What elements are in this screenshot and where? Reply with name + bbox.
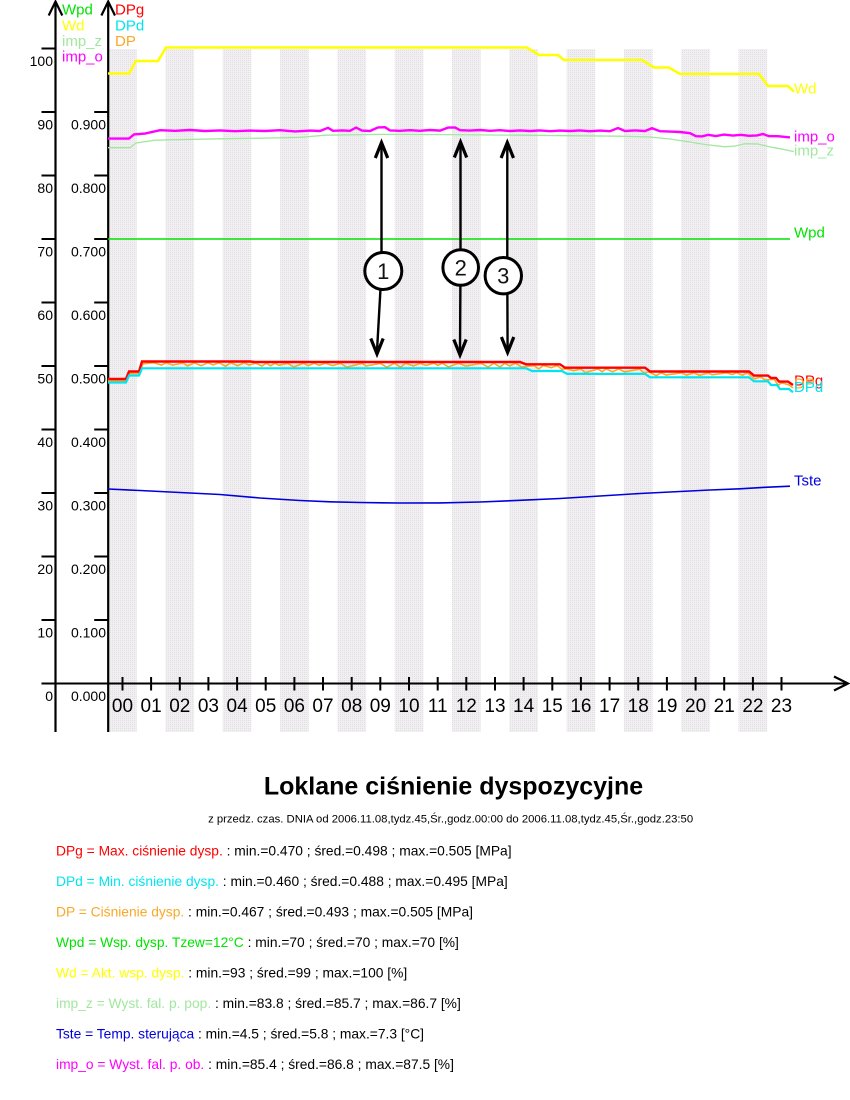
svg-text:01: 01	[141, 696, 162, 717]
svg-text:19: 19	[656, 696, 677, 717]
svg-text:Wd = Akt. wsp. dysp. : min.=93: Wd = Akt. wsp. dysp. : min.=93 ; śred.=9…	[56, 966, 407, 981]
svg-text:Wpd: Wpd	[794, 225, 825, 242]
svg-text:imp_z = Wyst. fal. p. pop. : m: imp_z = Wyst. fal. p. pop. : min.=83.8 ;…	[56, 996, 461, 1011]
svg-text:2: 2	[455, 256, 467, 281]
svg-text:02: 02	[169, 696, 190, 717]
svg-text:imp_o = Wyst. fal. p. ob. : mi: imp_o = Wyst. fal. p. ob. : min.=85.4 ; …	[56, 1057, 454, 1072]
svg-text:3: 3	[497, 264, 509, 289]
svg-text:22: 22	[742, 696, 763, 717]
svg-text:Wpd = Wsp. dysp. Tzew=12°C : m: Wpd = Wsp. dysp. Tzew=12°C : min.=70 ; ś…	[56, 935, 459, 950]
svg-text:23: 23	[771, 696, 792, 717]
svg-text:13: 13	[484, 696, 505, 717]
svg-text:0.400: 0.400	[71, 434, 106, 450]
svg-text:05: 05	[255, 696, 276, 717]
svg-text:100: 100	[30, 53, 54, 69]
svg-text:10: 10	[398, 696, 419, 717]
svg-text:09: 09	[370, 696, 391, 717]
svg-text:DP: DP	[794, 375, 815, 392]
svg-text:12: 12	[456, 696, 477, 717]
svg-text:Wpd: Wpd	[62, 2, 93, 19]
svg-text:0: 0	[45, 688, 53, 704]
svg-text:20: 20	[37, 561, 53, 577]
svg-text:06: 06	[284, 696, 305, 717]
svg-text:Wd: Wd	[62, 17, 85, 34]
svg-text:DPg: DPg	[115, 2, 144, 19]
svg-text:0.700: 0.700	[71, 244, 106, 260]
svg-text:21: 21	[714, 696, 735, 717]
svg-text:00: 00	[112, 696, 133, 717]
svg-text:20: 20	[685, 696, 706, 717]
svg-text:0.300: 0.300	[71, 498, 106, 514]
svg-text:0.000: 0.000	[71, 688, 106, 704]
svg-text:18: 18	[628, 696, 649, 717]
svg-text:07: 07	[312, 696, 333, 717]
svg-text:0.900: 0.900	[71, 117, 106, 133]
svg-text:0.100: 0.100	[71, 625, 106, 641]
svg-text:90: 90	[37, 117, 53, 133]
svg-text:Wd: Wd	[794, 81, 817, 98]
svg-text:imp_o: imp_o	[794, 129, 835, 146]
svg-text:imp_o: imp_o	[62, 49, 103, 66]
svg-text:30: 30	[37, 498, 53, 514]
svg-text:11: 11	[428, 696, 448, 717]
svg-text:DPd: DPd	[794, 379, 823, 396]
svg-text:03: 03	[198, 696, 219, 717]
svg-text:DPg = Max. ciśnienie dysp. : m: DPg = Max. ciśnienie dysp. : min.=0.470 …	[56, 843, 512, 858]
svg-text:40: 40	[37, 434, 53, 450]
svg-text:DPd: DPd	[115, 17, 144, 34]
svg-text:z przedz. czas. DNIA od 2006.1: z przedz. czas. DNIA od 2006.11.08,tydz.…	[208, 813, 693, 826]
svg-text:imp_z: imp_z	[62, 33, 102, 50]
svg-text:Tste = Temp. sterująca : min.=: Tste = Temp. sterująca : min.=4.5 ; śred…	[56, 1027, 424, 1042]
svg-text:08: 08	[341, 696, 362, 717]
svg-text:imp_z: imp_z	[794, 143, 834, 160]
svg-text:DP = Ciśnienie dysp. : min.=0.: DP = Ciśnienie dysp. : min.=0.467 ; śred…	[56, 905, 473, 920]
svg-text:17: 17	[599, 696, 620, 717]
svg-text:0.600: 0.600	[71, 307, 106, 323]
svg-text:DP: DP	[115, 33, 136, 50]
svg-text:DPd = Min. ciśnienie dysp. : m: DPd = Min. ciśnienie dysp. : min.=0.460 …	[56, 874, 508, 889]
svg-text:0.200: 0.200	[71, 561, 106, 577]
svg-text:0.500: 0.500	[71, 371, 106, 387]
svg-text:80: 80	[37, 180, 53, 196]
svg-text:16: 16	[570, 696, 591, 717]
svg-text:50: 50	[37, 371, 53, 387]
svg-text:1: 1	[377, 259, 389, 284]
svg-text:14: 14	[513, 696, 535, 717]
svg-text:Loklane ciśnienie dyspozycyjne: Loklane ciśnienie dyspozycyjne	[264, 773, 643, 801]
svg-text:DPg: DPg	[794, 373, 823, 390]
svg-text:04: 04	[227, 696, 249, 717]
svg-text:15: 15	[542, 696, 563, 717]
svg-text:Tste: Tste	[794, 473, 822, 490]
svg-text:10: 10	[37, 625, 53, 641]
svg-text:0.800: 0.800	[71, 180, 106, 196]
svg-text:70: 70	[37, 244, 53, 260]
svg-text:60: 60	[37, 307, 53, 323]
